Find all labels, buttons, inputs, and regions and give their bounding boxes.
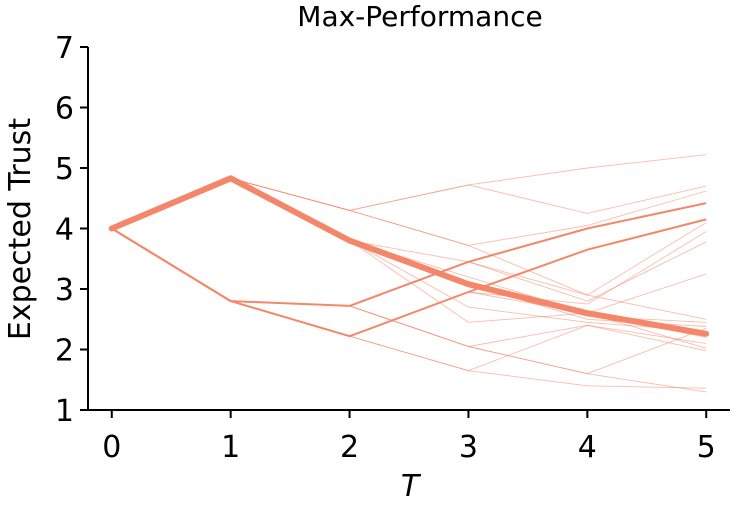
- y-tick-label-4: 4: [55, 213, 74, 248]
- thin-series-line-8: [111, 177, 707, 332]
- y-tick-label-6: 6: [55, 92, 74, 127]
- mean-series-line: [108, 175, 710, 337]
- x-tick-label-1: 1: [221, 430, 240, 465]
- y-tick-label-3: 3: [55, 273, 74, 308]
- emphasized-series-line-1: [111, 218, 707, 338]
- chart-title: Max-Performance: [297, 0, 542, 33]
- thin-series-line-1: [111, 177, 707, 229]
- y-tick-label-5: 5: [55, 152, 74, 187]
- y-tick-label-2: 2: [55, 334, 74, 369]
- x-tick-group: 0 1 2 3 4 5: [102, 410, 716, 465]
- x-tick-label-4: 4: [578, 430, 597, 465]
- thin-series-line-7: [111, 177, 707, 327]
- x-axis-title: T: [401, 469, 422, 504]
- thin-series-line-15: [111, 228, 707, 372]
- thin-series-line-5: [111, 177, 707, 314]
- x-tick-label-0: 0: [102, 430, 121, 465]
- y-axis-title: Expected Trust: [3, 118, 38, 340]
- thin-series-line-14: [111, 228, 707, 349]
- thin-series-line-16: [111, 228, 707, 389]
- emphasized-series-group: [111, 202, 707, 338]
- mean-series-group: [108, 175, 710, 337]
- x-tick-label-3: 3: [459, 430, 478, 465]
- thin-series-line-3: [111, 177, 707, 296]
- x-tick-label-2: 2: [340, 430, 359, 465]
- thin-series-line-11: [111, 228, 707, 347]
- y-tick-group: 1 2 3 4 5 6 7: [55, 31, 88, 429]
- y-tick-label-1: 1: [55, 394, 74, 429]
- y-tick-label-7: 7: [55, 31, 74, 66]
- thin-series-line-17: [111, 228, 707, 393]
- emphasized-series-line-0: [111, 202, 707, 307]
- x-tick-label-5: 5: [697, 430, 716, 465]
